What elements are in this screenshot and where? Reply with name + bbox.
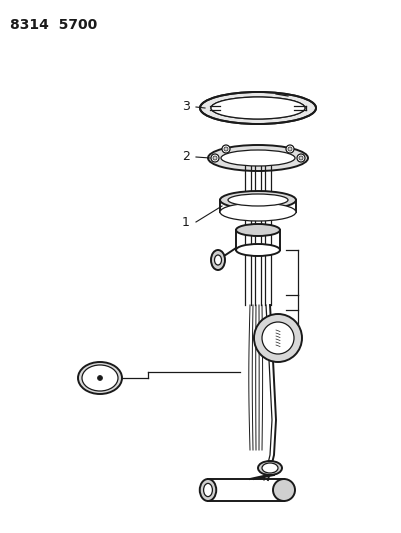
Text: 8314  5700: 8314 5700 [10,18,97,32]
Circle shape [286,145,294,153]
Circle shape [254,314,302,362]
Ellipse shape [228,194,288,206]
Ellipse shape [273,479,295,501]
Ellipse shape [211,97,305,119]
Ellipse shape [215,255,221,265]
Circle shape [299,156,303,160]
Ellipse shape [220,191,296,209]
Circle shape [211,154,219,162]
Circle shape [222,145,230,153]
Circle shape [262,322,294,354]
Ellipse shape [220,203,296,221]
Ellipse shape [82,365,118,391]
Ellipse shape [236,244,280,256]
Circle shape [224,147,228,151]
Ellipse shape [258,461,282,475]
Ellipse shape [211,97,305,119]
Ellipse shape [221,150,295,166]
Circle shape [297,154,305,162]
Ellipse shape [262,463,278,473]
Ellipse shape [204,483,213,497]
Text: 3: 3 [182,101,190,114]
Circle shape [213,156,217,160]
Text: 1: 1 [182,215,190,229]
Ellipse shape [208,145,308,171]
Circle shape [288,147,292,151]
Ellipse shape [211,250,225,270]
Ellipse shape [236,224,280,236]
Ellipse shape [200,92,316,124]
Ellipse shape [200,479,216,501]
Text: 2: 2 [182,150,190,164]
Ellipse shape [78,362,122,394]
Circle shape [97,376,103,381]
